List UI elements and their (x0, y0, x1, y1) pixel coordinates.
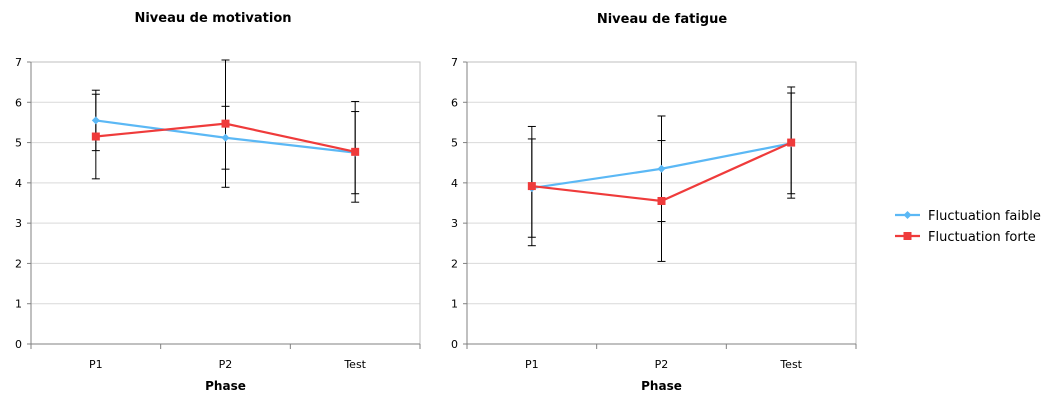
legend-marker (903, 211, 912, 219)
y-tick-label: 2 (451, 257, 458, 270)
data-point (91, 132, 100, 141)
y-tick-label: 1 (15, 298, 22, 311)
chart-fatigue: Niveau de fatigue 0 1 2 3 4 5 6 7 P1 P2 Test Phase (451, 12, 857, 393)
data-point (527, 182, 536, 191)
legend-label: Fluctuation forte (928, 230, 1036, 245)
y-tick-label: 7 (451, 56, 458, 69)
legend: Fluctuation faible Fluctuation forte (895, 209, 1041, 245)
x-tick-label: Test (779, 358, 802, 371)
y-tick-label: 7 (15, 56, 22, 69)
y-tick-label: 5 (451, 137, 458, 150)
y-tick-label: 5 (15, 137, 22, 150)
y-tick-label: 0 (451, 338, 458, 351)
chart-title: Niveau de motivation (134, 11, 291, 26)
x-axis-label: Phase (205, 379, 246, 393)
data-point (221, 119, 230, 128)
x-tick-label: P2 (219, 358, 233, 371)
data-point (657, 164, 666, 173)
y-tick-label: 3 (451, 217, 458, 230)
data-point (787, 138, 796, 147)
data-point (351, 147, 360, 156)
y-tick-label: 3 (15, 217, 22, 230)
y-tick-label: 6 (15, 96, 22, 109)
chart-title: Niveau de fatigue (597, 12, 727, 27)
y-tick-label: 0 (15, 338, 22, 351)
data-point (657, 196, 666, 205)
y-tick-label: 2 (15, 257, 22, 270)
legend-label: Fluctuation faible (928, 209, 1041, 224)
x-tick-label: P1 (89, 358, 103, 371)
data-point (91, 116, 100, 125)
data-point (221, 133, 230, 142)
y-tick-label: 1 (451, 298, 458, 311)
x-tick-label: P2 (655, 358, 669, 371)
legend-marker (903, 232, 912, 240)
chart-motivation: Niveau de motivation 0 1 2 3 4 5 6 7 P1 P2 Test Phas… (15, 11, 421, 393)
y-tick-label: 6 (451, 96, 458, 109)
y-tick-label: 4 (451, 177, 458, 190)
x-axis-label: Phase (641, 379, 682, 393)
x-tick-label: P1 (525, 358, 539, 371)
y-tick-label: 4 (15, 177, 22, 190)
x-tick-label: Test (343, 358, 366, 371)
